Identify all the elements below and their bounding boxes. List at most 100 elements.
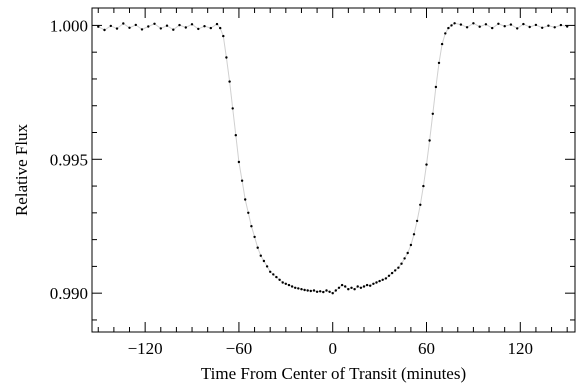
data-point	[300, 288, 303, 291]
data-point	[528, 25, 531, 29]
y-tick-label: 0.995	[50, 150, 88, 169]
data-point	[378, 279, 381, 283]
data-point	[419, 203, 422, 206]
data-point	[444, 32, 447, 35]
data-point	[225, 56, 228, 59]
data-point	[340, 283, 344, 287]
data-point	[256, 246, 259, 249]
data-point	[415, 219, 419, 223]
data-point	[559, 23, 563, 27]
x-tick-label: 60	[418, 339, 435, 358]
data-point	[534, 23, 538, 27]
data-point	[190, 23, 194, 26]
data-point	[250, 225, 253, 228]
data-point	[425, 163, 428, 166]
data-point	[115, 27, 119, 30]
data-point	[259, 254, 262, 257]
data-point	[215, 22, 219, 26]
data-point	[287, 283, 291, 287]
data-point	[234, 134, 237, 137]
data-point	[303, 288, 306, 292]
y-ticks-layer: 0.990 0.995 1.000	[50, 16, 575, 321]
data-point	[272, 273, 275, 276]
data-point	[431, 112, 434, 116]
x-tick-label: 0	[328, 339, 337, 358]
data-point	[409, 243, 413, 247]
data-point	[359, 286, 363, 289]
data-point	[203, 25, 206, 28]
data-point	[325, 289, 328, 292]
data-point	[331, 292, 334, 295]
data-point	[275, 275, 278, 279]
model-curve	[98, 22, 568, 294]
y-tick-label: 0.990	[50, 284, 88, 303]
data-point	[465, 26, 469, 29]
data-point	[450, 24, 453, 27]
data-point	[491, 26, 494, 30]
data-point	[184, 26, 187, 29]
data-point	[381, 278, 384, 281]
data-point	[97, 25, 100, 28]
data-point	[237, 160, 241, 164]
data-point	[453, 22, 456, 25]
data-point	[244, 198, 247, 201]
data-point	[269, 270, 272, 273]
data-point	[309, 289, 312, 293]
data-point	[472, 22, 475, 25]
data-point	[412, 233, 416, 236]
data-point	[122, 22, 125, 25]
data-point	[265, 265, 269, 268]
data-point	[159, 27, 162, 30]
x-ticks-layer: −120 −60 0 60 120	[97, 8, 568, 358]
data-point	[312, 289, 316, 292]
data-point	[197, 27, 200, 31]
data-point	[428, 139, 431, 142]
x-axis-label: Time From Center of Transit (minutes)	[201, 364, 466, 383]
data-point	[522, 22, 525, 26]
data-point	[209, 26, 212, 30]
data-point	[503, 25, 506, 28]
data-point	[294, 286, 297, 289]
data-point	[369, 284, 372, 287]
plot-frame	[91, 7, 576, 333]
data-point	[390, 271, 394, 275]
data-point	[434, 85, 438, 89]
data-point	[437, 61, 441, 65]
data-point	[553, 26, 556, 29]
data-point	[284, 282, 287, 285]
data-point	[222, 34, 225, 38]
data-point	[459, 23, 463, 26]
data-point	[306, 289, 309, 292]
data-point	[497, 22, 500, 25]
data-point	[253, 235, 256, 239]
data-point	[384, 277, 388, 280]
data-point	[406, 251, 409, 255]
model-curve-layer	[98, 22, 568, 294]
data-point	[353, 288, 356, 291]
data-point	[128, 26, 131, 29]
data-point	[347, 288, 350, 291]
data-point	[134, 23, 137, 27]
y-tick-label: 1.000	[50, 16, 88, 35]
data-point	[509, 23, 513, 26]
data-point	[447, 26, 450, 30]
data-point	[440, 42, 444, 46]
data-point	[165, 24, 169, 27]
data-point	[281, 281, 284, 284]
data-point	[297, 287, 300, 290]
data-point	[344, 285, 347, 288]
data-point	[178, 23, 181, 27]
data-point	[375, 281, 378, 284]
data-point	[362, 285, 366, 288]
x-tick-label: −120	[128, 339, 163, 358]
data-point	[387, 274, 391, 277]
data-point	[372, 282, 375, 285]
data-point	[478, 25, 481, 28]
data-point	[315, 290, 319, 293]
data-point	[365, 283, 369, 287]
x-tick-label: 120	[508, 339, 534, 358]
data-point	[394, 269, 397, 272]
data-point	[541, 26, 544, 29]
data-point	[328, 290, 331, 293]
